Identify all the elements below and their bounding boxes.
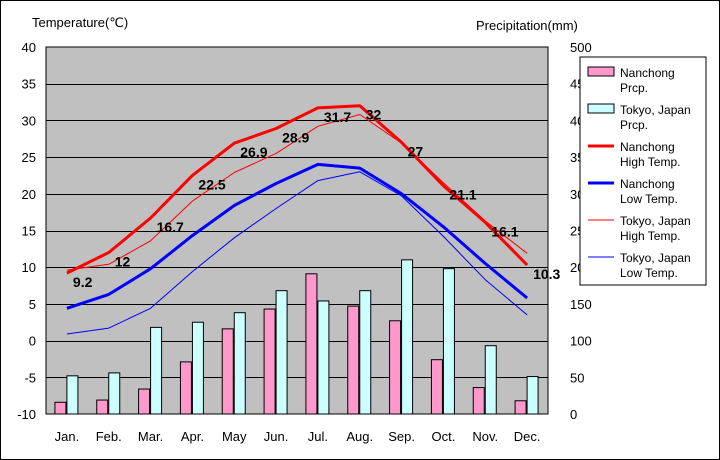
- legend-label: High Temp.: [620, 229, 680, 243]
- legend-swatch: [587, 103, 615, 114]
- legend-label: Low Temp.: [620, 192, 678, 206]
- left-tick-label: -10: [17, 407, 36, 422]
- data-label: 22.5: [198, 176, 225, 192]
- precipitation-bar: [347, 305, 360, 415]
- legend-label: High Temp.: [620, 155, 680, 169]
- precipitation-bar: [389, 320, 402, 415]
- precipitation-bar: [484, 345, 497, 415]
- left-axis-ticks: 40 35 30 25 20 15 10 5 0 -5 -10: [17, 40, 36, 422]
- temperature-line: [66, 114, 528, 271]
- legend-label: Tokyo, Japan: [620, 251, 691, 265]
- precipitation-bar: [472, 387, 485, 415]
- left-tick-label: 20: [22, 187, 36, 202]
- month-label: Jul.: [308, 429, 328, 444]
- x-axis-ticks: Jan. Feb. Mar. Apr. May Jun. Jul. Aug. Sep. Oct. N…: [55, 429, 541, 444]
- precipitation-bar: [401, 259, 414, 415]
- legend-label: Tokyo, Japan: [620, 103, 691, 117]
- month-label: Jan.: [55, 429, 80, 444]
- data-labels: 9.2 12 16.7 22.5 26.9 28.9 31.7 32 27 21.1 16.1 10.…: [73, 107, 561, 290]
- month-label: Mar.: [138, 429, 163, 444]
- left-tick-label: 0: [29, 334, 36, 349]
- precipitation-bar: [317, 300, 330, 415]
- precipitation-bars: [54, 259, 539, 415]
- left-tick-label: 40: [22, 40, 36, 55]
- left-tick-label: 15: [22, 224, 36, 239]
- legend-box: [579, 56, 707, 286]
- right-tick-label: 50: [570, 370, 584, 385]
- temperature-line: [66, 171, 528, 335]
- data-label: 21.1: [449, 187, 476, 203]
- precipitation-bar: [138, 388, 151, 415]
- temperature-line: [66, 162, 529, 310]
- precipitation-bar: [150, 326, 163, 415]
- right-axis-title: Precipitation(mm): [476, 18, 578, 33]
- plot-background: [45, 46, 549, 415]
- precipitation-bar: [54, 401, 67, 415]
- legend-label: Nanchong: [620, 177, 675, 191]
- data-label: 26.9: [240, 144, 267, 160]
- precipitation-bar: [263, 308, 276, 415]
- temperature-lines: [66, 104, 529, 335]
- left-axis-title: Temperature(℃): [32, 15, 128, 30]
- legend-swatch: [587, 66, 615, 77]
- left-tick-label: 25: [22, 150, 36, 165]
- precipitation-bar: [233, 312, 246, 415]
- precipitation-bar: [221, 328, 234, 415]
- month-label: Oct.: [431, 429, 455, 444]
- precipitation-bar: [191, 321, 204, 415]
- precipitation-bar: [526, 376, 539, 415]
- left-tick-label: 35: [22, 77, 36, 92]
- month-label: Dec.: [514, 429, 541, 444]
- data-label: 16.1: [491, 223, 518, 239]
- data-label: 10.3: [533, 266, 560, 282]
- data-label: 9.2: [73, 274, 93, 290]
- precipitation-bar: [96, 399, 109, 415]
- precipitation-bar: [108, 372, 121, 415]
- precipitation-bar: [430, 359, 443, 415]
- month-label: Feb.: [96, 429, 122, 444]
- data-label: 32: [366, 107, 382, 123]
- left-tick-label: 30: [22, 113, 36, 128]
- precipitation-bar: [442, 268, 455, 415]
- left-tick-label: 5: [29, 297, 36, 312]
- right-tick-label: 150: [570, 297, 592, 312]
- legend-label: Prcp.: [620, 118, 648, 132]
- data-label: 12: [115, 254, 131, 270]
- month-label: Aug.: [346, 429, 373, 444]
- left-tick-label: 10: [22, 260, 36, 275]
- right-tick-label: 0: [570, 407, 577, 422]
- data-label: 31.7: [324, 109, 351, 125]
- temperature-line: [66, 104, 529, 275]
- left-tick-label: -5: [24, 370, 36, 385]
- precipitation-bar: [305, 273, 318, 415]
- precipitation-bar: [275, 290, 288, 415]
- data-label: 27: [408, 143, 424, 159]
- precipitation-bar: [514, 400, 527, 415]
- legend-label: Nanchong: [620, 66, 675, 80]
- month-label: Nov.: [472, 429, 498, 444]
- right-tick-label: 500: [570, 40, 592, 55]
- legend-label: Tokyo, Japan: [620, 214, 691, 228]
- legend-label: Nanchong: [620, 140, 675, 154]
- data-label: 28.9: [282, 129, 309, 145]
- precipitation-bar: [179, 361, 192, 415]
- legend-label: Low Temp.: [620, 266, 678, 280]
- month-label: Sep.: [388, 429, 415, 444]
- month-label: Apr.: [181, 429, 204, 444]
- data-label: 16.7: [157, 219, 184, 235]
- month-label: Jun.: [264, 429, 289, 444]
- plot-area: [45, 46, 549, 415]
- precipitation-bar: [359, 290, 372, 415]
- precipitation-bar: [66, 375, 79, 415]
- legend-label: Prcp.: [620, 81, 648, 95]
- month-label: May: [222, 429, 247, 444]
- right-tick-label: 100: [570, 334, 592, 349]
